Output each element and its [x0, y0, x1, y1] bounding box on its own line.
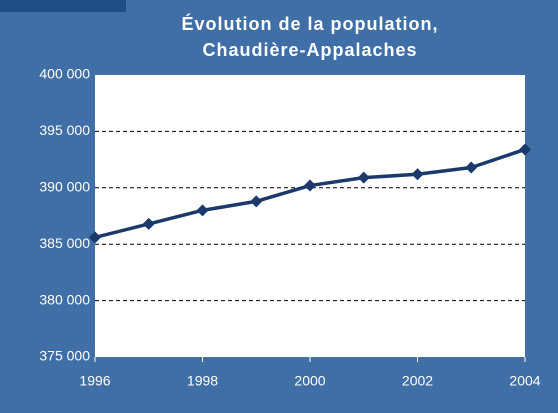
plot-area [95, 75, 525, 357]
marker [411, 168, 424, 181]
tab [0, 0, 126, 12]
marker [250, 195, 263, 208]
y-tick-label: 375 000 [39, 348, 90, 364]
marker [196, 204, 209, 217]
marker [465, 161, 478, 174]
y-tick-label: 380 000 [39, 291, 90, 307]
x-tick-label: 1996 [79, 373, 110, 389]
y-tick-label: 400 000 [39, 66, 90, 82]
marker [304, 179, 316, 192]
x-tick-label: 1998 [187, 373, 218, 389]
marker [357, 171, 370, 184]
y-tick-label: 385 000 [39, 235, 90, 251]
x-tick-label: 2002 [402, 373, 433, 389]
marker [89, 231, 101, 244]
y-tick-label: 390 000 [39, 179, 90, 195]
x-tick-label: 2004 [509, 373, 540, 389]
chart-title: Chaudière-Appalaches [202, 40, 417, 60]
marker [142, 217, 155, 230]
x-tick-label: 2000 [294, 373, 325, 389]
chart-title: Évolution de la population, [182, 13, 439, 34]
marker [519, 143, 531, 156]
y-tick-label: 395 000 [39, 122, 90, 138]
